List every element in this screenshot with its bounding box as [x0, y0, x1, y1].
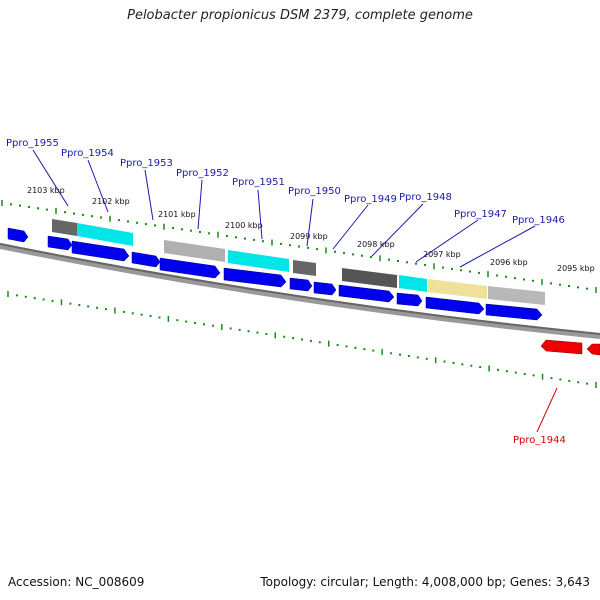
- forward-gene-arrow: [425, 296, 485, 315]
- leader-line: [144, 169, 154, 221]
- label-leaders: [32, 149, 558, 433]
- feature-block: [428, 279, 487, 299]
- forward-gene-arrow: [289, 277, 313, 292]
- feature-block: [342, 268, 397, 288]
- gene-labels: Ppro_1955 Ppro_1954 Ppro_1953 Ppro_1952 …: [6, 138, 566, 446]
- forward-gene-arrow: [131, 251, 161, 268]
- leader-line: [197, 179, 203, 230]
- gene-label-ppro-1948[interactable]: Ppro_1948: [399, 192, 452, 203]
- feature-block: [228, 250, 289, 272]
- accession-text: Accession: NC_008609: [8, 575, 145, 589]
- scale-label: 2096 kbp: [490, 258, 528, 267]
- scale-label: 2101 kbp: [158, 210, 196, 219]
- gene-label-ppro-1949[interactable]: Ppro_1949: [344, 194, 397, 205]
- forward-gene-arrow: [7, 227, 29, 243]
- forward-gene-arrow: [313, 281, 337, 296]
- scale-label: 2099 kbp: [290, 232, 328, 241]
- topology-summary: Topology: circular; Length: 4,008,000 bp…: [260, 575, 590, 589]
- forward-gene-arrow: [47, 235, 73, 251]
- leader-line: [536, 387, 558, 433]
- scale-label: 2095 kbp: [557, 264, 595, 273]
- feature-blocks: [52, 219, 545, 305]
- forward-genes: [7, 227, 543, 321]
- gene-label-ppro-1953[interactable]: Ppro_1953: [120, 158, 173, 169]
- leader-line: [87, 159, 109, 213]
- feature-block: [52, 219, 77, 236]
- feature-block: [488, 286, 545, 305]
- map-title: Pelobacter propionicus DSM 2379, complet…: [127, 8, 473, 23]
- leader-line: [415, 219, 479, 263]
- reverse-gene-arrow: [586, 343, 600, 356]
- feature-block: [293, 260, 316, 276]
- scale-ticks-top: [1, 200, 597, 293]
- gene-label-ppro-1946[interactable]: Ppro_1946: [512, 215, 565, 226]
- scale-labels: 2103 kbp 2102 kbp 2101 kbp 2100 kbp 2099…: [27, 186, 595, 273]
- gene-label-ppro-1947[interactable]: Ppro_1947: [454, 209, 507, 220]
- scale-label: 2098 kbp: [357, 240, 395, 249]
- leader-line: [371, 203, 424, 257]
- scale-label: 2097 kbp: [423, 250, 461, 259]
- forward-gene-arrow: [71, 240, 130, 262]
- scale-label: 2102 kbp: [92, 197, 130, 206]
- scale-ticks-bottom: [7, 291, 597, 388]
- feature-block: [77, 223, 133, 246]
- genome-backbone-highlight: [0, 243, 600, 335]
- gene-label-ppro-1951[interactable]: Ppro_1951: [232, 177, 285, 188]
- genome-backbone: [0, 243, 600, 339]
- forward-gene-arrow: [485, 303, 543, 321]
- forward-gene-arrow: [159, 257, 221, 279]
- leader-line: [459, 225, 536, 268]
- gene-label-ppro-1944[interactable]: Ppro_1944: [513, 435, 566, 446]
- scale-label: 2100 kbp: [225, 221, 263, 230]
- reverse-gene-arrow: [540, 339, 583, 355]
- forward-gene-arrow: [396, 292, 423, 307]
- forward-gene-arrow: [338, 284, 395, 303]
- reverse-genes: [540, 339, 600, 356]
- gene-label-ppro-1955[interactable]: Ppro_1955: [6, 138, 59, 149]
- gene-label-ppro-1952[interactable]: Ppro_1952: [176, 168, 229, 179]
- feature-block: [399, 275, 427, 292]
- leader-line: [306, 198, 314, 247]
- forward-gene-arrow: [223, 267, 287, 288]
- feature-block: [164, 240, 225, 262]
- leader-line: [32, 149, 69, 207]
- gene-label-ppro-1954[interactable]: Ppro_1954: [61, 148, 114, 159]
- scale-label: 2103 kbp: [27, 186, 65, 195]
- leader-line: [332, 204, 369, 250]
- gene-label-ppro-1950[interactable]: Ppro_1950: [288, 186, 341, 197]
- leader-line: [257, 189, 263, 240]
